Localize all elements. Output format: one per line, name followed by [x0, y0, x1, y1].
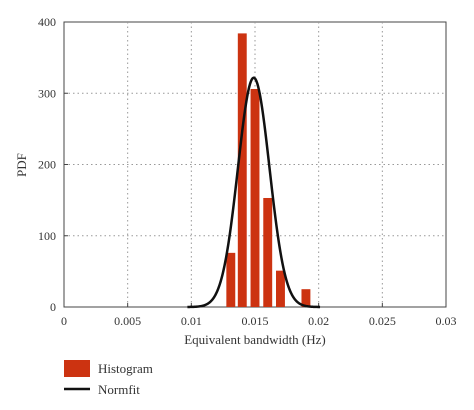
- legend-label-histogram: Histogram: [98, 361, 153, 376]
- legend-label-normfit: Normfit: [98, 382, 140, 397]
- legend: Histogram Normfit: [64, 360, 153, 397]
- histogram-bar: [250, 88, 260, 307]
- normfit-curve-layer: [186, 76, 321, 309]
- histogram-bar: [276, 270, 285, 307]
- x-tick-label: 0.025: [369, 314, 396, 328]
- y-tick-labels: 0 100 200 300 400: [38, 15, 56, 314]
- x-tick-label: 0.03: [436, 314, 457, 328]
- y-tick-label: 200: [38, 158, 56, 172]
- x-tick-label: 0.005: [114, 314, 141, 328]
- histogram-bar: [263, 197, 273, 307]
- histogram-bar: [301, 289, 311, 307]
- histogram-bar: [237, 33, 247, 308]
- x-axis-label: Equivalent bandwidth (Hz): [184, 332, 326, 347]
- y-tick-label: 300: [38, 86, 56, 100]
- x-tick-labels: 0 0.005 0.01 0.015 0.02 0.025 0.03: [61, 314, 457, 328]
- normfit-curve: [186, 76, 321, 309]
- x-tick-label: 0: [61, 314, 67, 328]
- x-tick-label: 0.01: [181, 314, 202, 328]
- y-axis-label: PDF: [14, 153, 29, 177]
- histogram-bars: [226, 33, 311, 308]
- grid-lines: [63, 21, 447, 308]
- histogram-bar: [226, 252, 236, 307]
- x-tick-label: 0.015: [242, 314, 269, 328]
- y-tick-label: 100: [38, 229, 56, 243]
- y-tick-label: 0: [50, 300, 56, 314]
- x-tick-label: 0.02: [308, 314, 329, 328]
- y-tick-label: 400: [38, 15, 56, 29]
- legend-swatch-histogram: [64, 360, 90, 377]
